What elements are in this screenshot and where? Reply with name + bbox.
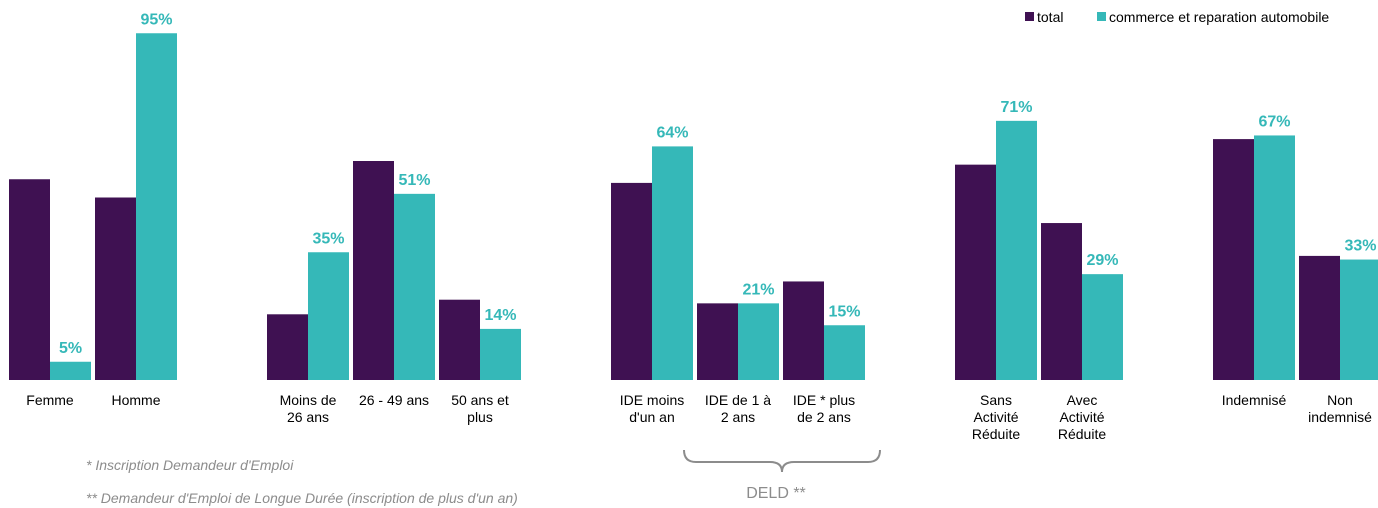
bar-total [1213,139,1254,380]
deld-brace: DELD ** [683,449,881,502]
bar-commerce [308,252,349,380]
category-label: 50 ans et plus [451,392,509,425]
category-label-line: d'un an [629,409,675,425]
value-label-commerce: 51% [398,172,430,189]
bar-commerce [394,193,435,380]
value-label-commerce: 5% [59,340,82,357]
category-label: Sans Activité Réduite [972,392,1020,442]
category-label-line: Réduite [972,426,1020,442]
category-label-line: 50 ans et [451,392,509,408]
bars-layer [9,33,1378,380]
category-label-line: Non [1327,392,1353,408]
category-label-line: Avec [1067,392,1098,408]
brace-label: DELD ** [746,485,806,502]
bar-total [9,179,50,380]
bar-total [1041,223,1082,380]
bar-total [783,281,824,380]
category-label: IDE moins d'un an [620,392,685,425]
value-label-commerce: 14% [484,307,516,324]
value-label-commerce: 95% [140,11,172,28]
legend-label-total: total [1037,9,1063,25]
value-labels-layer: 5% 95% 35% 51% 14% 64% 21% 15% 71% 29% 67% 33% [59,11,1377,357]
category-label-line: IDE * plus [793,392,855,408]
category-label: IDE * plus de 2 ans [793,392,855,425]
category-label-line: IDE moins [620,392,685,408]
category-label: Avec Activité Réduite [1058,392,1106,442]
category-label-line: IDE de 1 à [705,392,771,408]
category-label-line: Femme [26,392,74,408]
bar-commerce [738,303,779,380]
category-labels-layer: Femme Homme Moins de 26 ans 26 - 49 ans 50 an… [26,392,1372,442]
bar-commerce [136,33,177,380]
category-label: Homme [111,392,160,408]
bar-commerce [50,361,91,380]
bar-commerce [1254,135,1295,380]
bar-commerce [652,146,693,380]
category-label-line: plus [467,409,493,425]
bar-commerce [480,328,521,380]
footnote-ide: * Inscription Demandeur d'Emploi [86,457,294,473]
category-label-line: Sans [980,392,1012,408]
bar-commerce [1340,259,1378,380]
value-label-commerce: 67% [1258,113,1290,130]
value-label-commerce: 64% [656,124,688,141]
category-label-line: 26 ans [287,409,329,425]
category-label-line: Moins de [280,392,337,408]
category-label-line: de 2 ans [797,409,851,425]
category-label-line: indemnisé [1308,409,1372,425]
bar-commerce [824,325,865,380]
bar-total [353,161,394,380]
bar-total [955,164,996,380]
brace-shape [683,449,881,473]
category-label: Indemnisé [1222,392,1287,408]
value-label-commerce: 29% [1086,252,1118,269]
category-label-line: 2 ans [721,409,755,425]
category-label: 26 - 49 ans [359,392,429,408]
category-label-line: Réduite [1058,426,1106,442]
bar-total [1299,255,1340,380]
legend: total commerce et reparation automobile [1025,9,1329,25]
value-label-commerce: 35% [312,230,344,247]
category-label: Femme [26,392,74,408]
bar-total [697,303,738,380]
value-label-commerce: 71% [1000,99,1032,116]
footnotes: * Inscription Demandeur d'Emploi ** Dema… [86,457,518,506]
bar-total [611,182,652,380]
footnote-deld: ** Demandeur d'Emploi de Longue Durée (i… [86,490,518,506]
category-label: Moins de 26 ans [280,392,337,425]
legend-swatch-total [1025,12,1034,21]
value-label-commerce: 21% [742,281,774,298]
category-label-line: Homme [111,392,160,408]
category-label: Non indemnisé [1308,392,1372,425]
value-label-commerce: 15% [828,303,860,320]
value-label-commerce: 33% [1344,238,1376,255]
bar-total [95,197,136,380]
category-label-line: Activité [1059,409,1104,425]
category-label-line: Activité [973,409,1018,425]
bar-total [439,299,480,380]
bar-commerce [996,120,1037,380]
bar-commerce [1082,274,1123,380]
category-label-line: 26 - 49 ans [359,392,429,408]
legend-label-commerce: commerce et reparation automobile [1109,9,1329,25]
bar-total [267,314,308,380]
legend-swatch-commerce [1097,12,1106,21]
category-label-line: Indemnisé [1222,392,1287,408]
